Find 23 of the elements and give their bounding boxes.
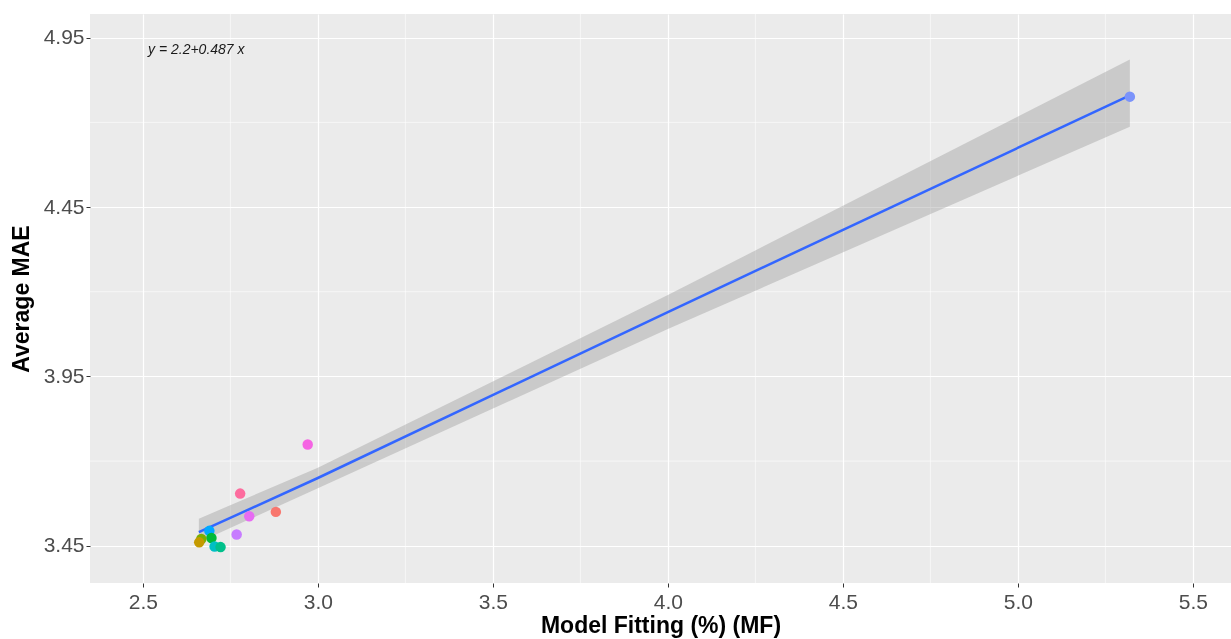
point bbox=[193, 537, 205, 548]
point bbox=[206, 532, 217, 544]
x-tick-label: 4.5 bbox=[828, 589, 858, 613]
point bbox=[270, 506, 282, 518]
point bbox=[302, 439, 313, 450]
point bbox=[231, 529, 242, 540]
x-tick-label: 4.0 bbox=[653, 589, 683, 613]
y-tick-label: 3.45 bbox=[43, 533, 85, 557]
y-tick-label: 3.95 bbox=[43, 363, 85, 387]
point bbox=[234, 488, 246, 499]
y-tick-label: 4.45 bbox=[43, 194, 85, 218]
y-tick-label: 4.95 bbox=[43, 25, 85, 49]
x-tick-label: 5.0 bbox=[1003, 589, 1033, 613]
x-axis-title: Model Fitting (%) (MF) bbox=[540, 611, 782, 638]
y-axis-title: Average MAE bbox=[7, 225, 34, 373]
x-tick-label: 2.5 bbox=[128, 589, 158, 613]
annotation: y = 2.2+0.487 x bbox=[147, 41, 246, 57]
point bbox=[1124, 91, 1136, 102]
x-tick-label: 5.5 bbox=[1178, 589, 1208, 613]
point bbox=[215, 541, 226, 553]
x-tick-label: 3.5 bbox=[478, 589, 508, 613]
point bbox=[244, 511, 255, 522]
x-tick-label: 3.0 bbox=[303, 589, 333, 613]
